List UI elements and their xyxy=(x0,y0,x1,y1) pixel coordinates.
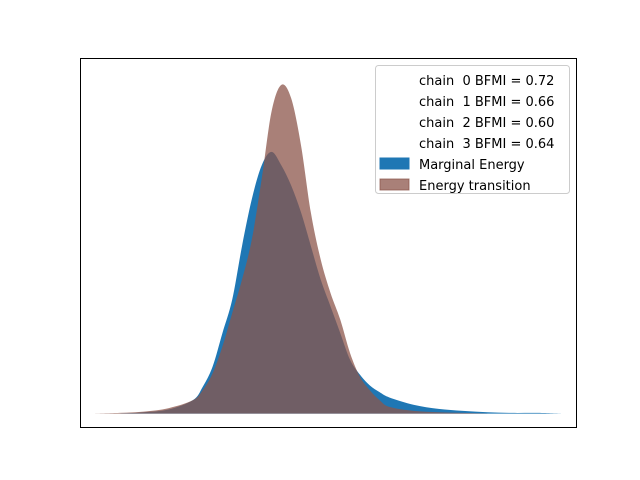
legend: chain 0 BFMI = 0.72 chain 1 BFMI = 0.66 ch… xyxy=(375,65,570,194)
legend-label-0: chain 0 BFMI = 0.72 xyxy=(419,74,554,89)
legend-label-1: chain 1 BFMI = 0.66 xyxy=(419,95,554,110)
legend-swatch-5 xyxy=(379,178,410,191)
legend-swatch-4 xyxy=(379,157,410,170)
density-series-layer xyxy=(94,84,562,414)
legend-label-2: chain 2 BFMI = 0.60 xyxy=(419,116,554,131)
legend-label-3: chain 3 BFMI = 0.64 xyxy=(419,137,554,152)
legend-box xyxy=(375,65,570,194)
legend-label-5: Energy transition xyxy=(419,179,531,194)
density-area-energy-transition xyxy=(94,84,488,414)
axes-frame xyxy=(80,58,577,428)
legend-label-4: Marginal Energy xyxy=(419,158,525,173)
